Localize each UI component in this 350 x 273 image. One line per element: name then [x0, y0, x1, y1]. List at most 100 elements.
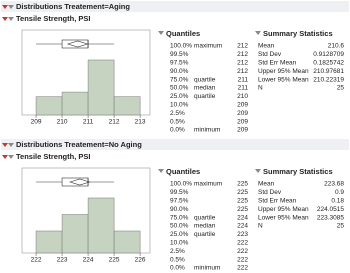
summary-label: Lower 95% Mean — [258, 76, 309, 83]
quantile-level: 0.5% — [170, 256, 185, 263]
quantile-level: 100.0% — [170, 181, 192, 188]
quantile-level: 0.0% — [170, 265, 185, 272]
summary-label: Std Dev — [258, 51, 282, 58]
quantile-value: 225 — [237, 181, 248, 188]
summary-value: 25 — [337, 85, 345, 92]
variable-title: Tensile Strength, PSI — [16, 152, 90, 161]
quantile-value: 212 — [237, 43, 248, 50]
histogram-bar — [61, 91, 89, 116]
x-tick-label: 213 — [135, 119, 146, 126]
disclosure-icon[interactable] — [2, 5, 8, 9]
mean-diamond — [69, 178, 91, 186]
quantile-value: 212 — [237, 60, 248, 67]
quantile-level: 2.5% — [170, 110, 185, 117]
quantiles-title: Quantiles — [166, 167, 200, 176]
summary-title: Summary Statistics — [263, 29, 333, 38]
disclosure-icon[interactable] — [8, 143, 14, 147]
quantile-level: 0.0% — [170, 127, 185, 134]
quantile-level: 75.0% — [170, 76, 189, 83]
quantile-value: 212 — [237, 68, 248, 75]
disclosure-icon[interactable] — [2, 155, 8, 159]
quantile-level: 90.0% — [170, 206, 189, 213]
summary-label: Lower 95% Mean — [258, 214, 309, 221]
disclosure-icon[interactable] — [8, 5, 14, 9]
quantile-level: 0.5% — [170, 118, 185, 125]
x-tick-label: 223 — [57, 257, 68, 264]
box — [61, 177, 89, 187]
quantile-label: quartile — [194, 231, 216, 238]
histogram-bar — [113, 230, 141, 254]
quantile-value: 209 — [237, 110, 248, 117]
quantile-value: 222 — [237, 256, 248, 263]
histogram-bar — [113, 96, 141, 116]
section-header — [1, 139, 349, 150]
quantile-value: 224 — [237, 214, 248, 221]
quantile-value: 211 — [238, 85, 249, 92]
summary-value: 0.9128709 — [313, 51, 344, 58]
summary-label: Std Err Mean — [258, 60, 297, 67]
quantile-value: 211 — [238, 76, 249, 83]
variable-title: Tensile Strength, PSI — [16, 14, 90, 23]
quantile-value: 209 — [237, 102, 248, 109]
histogram-bar — [61, 214, 89, 254]
disclosure-icon[interactable] — [8, 155, 14, 159]
quantile-label: median — [194, 85, 216, 92]
disclosure-icon[interactable] — [255, 169, 261, 173]
quantile-level: 25.0% — [170, 231, 189, 238]
summary-label: N — [258, 85, 263, 92]
quantile-value: 222 — [237, 265, 248, 272]
quantile-level: 99.5% — [170, 51, 189, 58]
summary-value: 0.18 — [331, 198, 344, 205]
disclosure-icon[interactable] — [8, 17, 14, 21]
quantile-label: maximum — [194, 181, 222, 188]
quantile-level: 75.0% — [170, 214, 189, 221]
quantile-label: quartile — [194, 214, 216, 221]
quantile-label: maximum — [194, 43, 222, 50]
summary-value: 25 — [337, 223, 345, 230]
summary-label: Upper 95% Mean — [258, 68, 309, 75]
x-tick-label: 226 — [135, 257, 146, 264]
section-title: Distributions Treatement=Aging — [16, 2, 130, 11]
x-tick-label: 224 — [83, 257, 94, 264]
box — [61, 39, 89, 49]
quantile-label: minimum — [194, 127, 220, 134]
histogram-bar — [35, 230, 63, 254]
summary-value: 210.22319 — [313, 76, 344, 83]
quantile-level: 100.0% — [170, 43, 192, 50]
quantile-value: 225 — [237, 189, 248, 196]
quantile-value: 222 — [237, 248, 248, 255]
quantile-value: 209 — [237, 118, 248, 125]
quantile-level: 97.5% — [170, 60, 189, 67]
quantile-level: 50.0% — [170, 223, 189, 230]
x-tick-label: 222 — [31, 257, 42, 264]
quantile-level: 97.5% — [170, 198, 189, 205]
x-tick-label: 225 — [109, 257, 120, 264]
disclosure-icon[interactable] — [255, 31, 261, 35]
quantile-label: quartile — [194, 76, 216, 83]
quantiles-title: Quantiles — [166, 29, 200, 38]
histogram-bar — [35, 96, 63, 116]
quantile-value: 209 — [237, 127, 248, 134]
quantile-value: 225 — [237, 198, 248, 205]
disclosure-icon[interactable] — [2, 143, 8, 147]
histogram-bar — [87, 59, 115, 116]
quantile-label: minimum — [194, 265, 220, 272]
quantile-value: 224 — [237, 223, 248, 230]
quantile-level: 2.5% — [170, 248, 185, 255]
disclosure-icon[interactable] — [158, 169, 164, 173]
histogram-bar — [87, 197, 115, 254]
summary-label: Std Dev — [258, 189, 282, 196]
summary-label: N — [258, 223, 263, 230]
summary-value: 224.0515 — [317, 206, 344, 213]
quantile-level: 50.0% — [170, 85, 189, 92]
x-tick-label: 212 — [109, 119, 120, 126]
section-title: Distributions Treatement=No Aging — [16, 140, 142, 149]
quantile-level: 25.0% — [170, 93, 189, 100]
disclosure-icon[interactable] — [2, 17, 8, 21]
quantile-level: 10.0% — [170, 102, 189, 109]
summary-value: 223.3085 — [317, 214, 344, 221]
mean-diamond — [66, 40, 89, 48]
disclosure-icon[interactable] — [158, 31, 164, 35]
quantile-label: median — [194, 223, 216, 230]
